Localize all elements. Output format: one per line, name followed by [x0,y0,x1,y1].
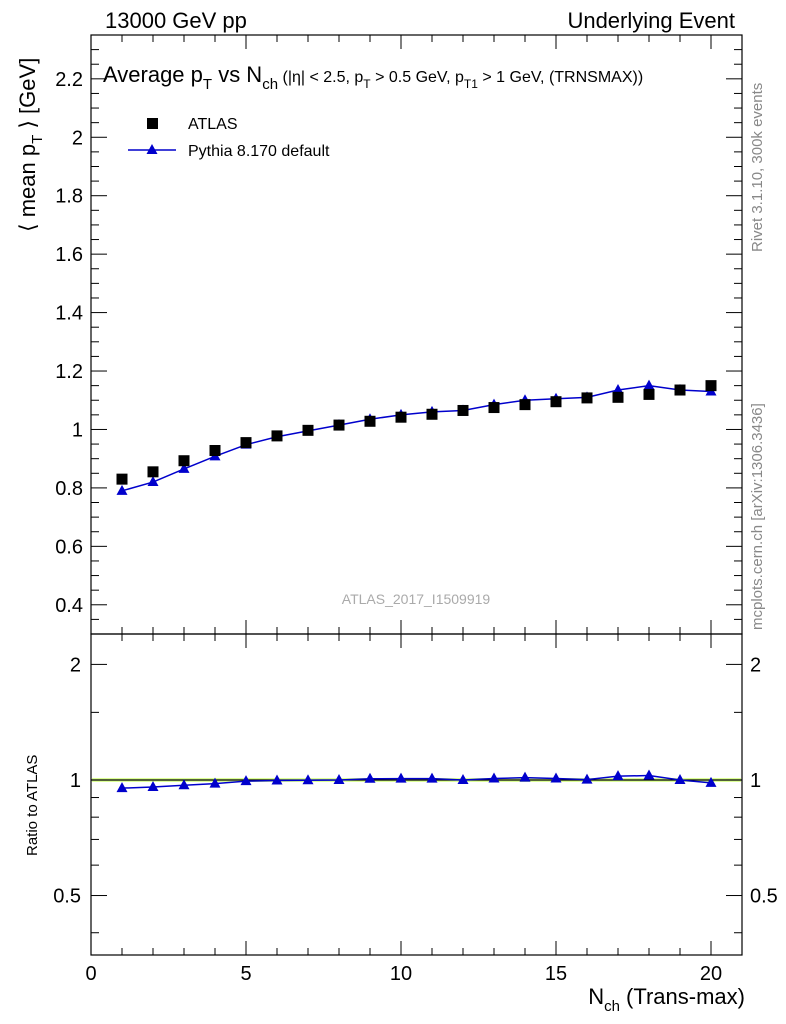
main-ytick-labels: 0.4 0.6 0.8 1 1.2 1.4 1.6 1.8 2 2.2 [55,69,83,617]
atlas-data-point [581,392,593,404]
rivet-side-text: Rivet 3.1.10, 300k events [749,83,766,252]
legend: ATLAS Pythia 8.170 default [128,116,330,160]
main-ytick-label: 0.4 [55,595,83,617]
xtick-label: 5 [240,963,251,985]
main-ytick-label: 2 [72,127,83,149]
xtick-label: 10 [390,963,412,985]
ratio-point [581,773,593,784]
ratio-point [302,774,314,785]
atlas-data-point [643,388,655,400]
atlas-data-point [488,402,500,414]
ratio-ytick-labels: 0.5 0.5 1 1 2 2 [53,654,778,907]
atlas-data-point [116,473,128,485]
pythia-point [178,462,190,473]
header-right: Underlying Event [567,8,735,33]
ratio-point [488,772,500,783]
atlas-data-point [364,415,376,427]
xtick-label: 20 [700,963,722,985]
analysis-watermark: ATLAS_2017_I1509919 [342,591,491,607]
ratio-point [209,777,221,788]
xlabel: Nch (Trans-max) [588,984,745,1015]
ratio-point [240,775,252,786]
atlas-data-point [271,430,283,442]
main-ytick-label: 2.2 [55,69,83,91]
atlas-data-point [209,445,221,457]
ratio-line [121,774,712,789]
atlas-data-point [519,399,531,411]
atlas-data-point [674,384,686,396]
ratio-ytick-label-right: 0.5 [750,886,778,908]
ratio-point [519,771,531,782]
atlas-data-point [426,408,438,420]
ratio-point [457,773,469,784]
ratio-ticks [90,634,743,955]
main-ylabel: ⟨ mean pT ⟩ [GeV] [15,58,46,232]
atlas-data-point [240,437,252,449]
main-ticks [90,35,743,634]
ratio-point [643,769,655,780]
ratio-ytick-label-right: 1 [750,770,761,792]
plot-title: Average pT vs Nch (|η| < 2.5, pT > 0.5 G… [103,62,643,93]
xtick-labels: 0 5 10 15 20 [85,963,722,985]
atlas-data-point [550,396,562,408]
atlas-data-point [395,411,407,423]
pythia-point [116,484,128,495]
ratio-ytick-label: 2 [70,654,81,676]
atlas-data-point [178,455,190,467]
xtick-label: 0 [85,963,96,985]
ratio-point [116,782,128,793]
legend-atlas-marker [147,118,158,129]
mcplots-side-text: mcplots.cern.ch [arXiv:1306.3436] [749,403,766,630]
ratio-point [674,773,686,784]
legend-atlas-label: ATLAS [188,116,238,133]
atlas-data-point [612,391,624,403]
ratio-panel-frame [90,633,743,956]
main-ytick-label: 1.2 [55,361,83,383]
atlas-data-point [457,404,469,416]
ratio-point [333,773,345,784]
ratio-series-layer [116,769,717,793]
ratio-point [426,772,438,783]
pythia-point [612,384,624,395]
atlas-data-point [147,466,159,478]
ratio-point [705,776,717,787]
ratio-point [271,774,283,785]
ratio-ytick-label-right: 2 [750,654,761,676]
ratio-ytick-label: 1 [70,770,81,792]
legend-pythia-label: Pythia 8.170 default [188,143,330,160]
pythia-point [147,476,159,487]
ratio-ylabel: Ratio to ATLAS [24,755,41,856]
main-ytick-label: 1.6 [55,244,83,266]
mc-series-layer [116,379,717,495]
main-ytick-label: 1.8 [55,186,83,208]
header-left: 13000 GeV pp [105,8,247,33]
legend-pythia-marker [146,144,158,154]
ratio-band-layer [91,777,742,782]
pythia-point [643,379,655,390]
main-ytick-label: 1 [72,419,83,441]
main-ytick-label: 1.4 [55,303,83,325]
atlas-data-point [333,419,345,431]
data-series-layer [116,380,717,485]
main-ytick-label: 0.8 [55,478,83,500]
ratio-point [612,770,624,781]
atlas-data-point [705,380,717,392]
ratio-point [178,779,190,790]
xtick-label: 15 [545,963,567,985]
ratio-ytick-label: 0.5 [53,886,81,908]
ratio-point [395,772,407,783]
main-ytick-label: 0.6 [55,536,83,558]
ratio-point [147,780,159,791]
ratio-point [550,772,562,783]
ratio-point [364,772,376,783]
atlas-data-point [302,424,314,436]
